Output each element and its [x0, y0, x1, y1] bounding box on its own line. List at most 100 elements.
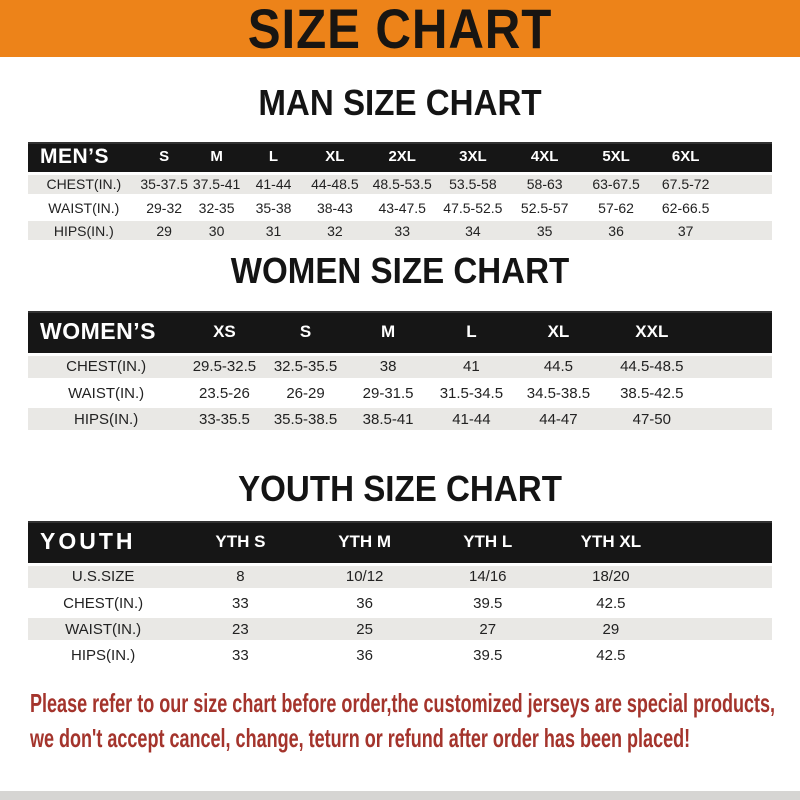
row-label: WAIST(IN.)	[28, 196, 140, 221]
table-row: CHEST(IN.) 35-37.5 37.5-41 41-44 44-48.5 48.5…	[28, 173, 772, 198]
size-value-cell: 42.5	[548, 642, 673, 670]
footer-line-1: Please refer to our size chart before or…	[30, 688, 776, 718]
row-filler	[673, 564, 772, 592]
section-title-women-text: WOMEN SIZE CHART	[230, 250, 570, 291]
section-men-size-chart: MAN SIZE CHART MEN’S S M L XL 2XL 3XL 4XL 5XL 6XL…	[0, 84, 800, 244]
section-women-size-chart: WOMEN SIZE CHART WOMEN’S XS S M L XL XXL CHEST(…	[0, 252, 800, 434]
size-value-cell: 29	[139, 219, 189, 244]
size-value-cell: 38-43	[302, 196, 368, 221]
size-value-cell: 38	[346, 354, 430, 382]
footer-line-2: we don't accept cancel, change, teturn o…	[30, 723, 691, 753]
row-label: WAIST(IN.)	[28, 616, 179, 644]
size-column-header: 3XL	[437, 142, 509, 175]
size-value-cell: 18/20	[548, 564, 673, 592]
size-column-header: M	[346, 311, 430, 356]
row-label: CHEST(IN.)	[28, 354, 185, 382]
table-header-label: YOUTH	[28, 521, 179, 566]
row-filler	[719, 196, 772, 221]
size-value-cell: 26-29	[264, 380, 347, 408]
table-row: HIPS(IN.) 29 30 31 32 33 34 35 36 37	[28, 219, 772, 244]
size-value-cell: 41-44	[244, 173, 303, 198]
size-column-header: XS	[184, 311, 265, 356]
size-value-cell: 62-66.5	[651, 196, 720, 221]
table-header-row: MEN’S S M L XL 2XL 3XL 4XL 5XL 6XL	[28, 142, 772, 175]
size-column-header: S	[264, 311, 347, 356]
size-value-cell: 35	[508, 219, 581, 244]
size-value-cell: 10/12	[302, 564, 427, 592]
row-label: HIPS(IN.)	[28, 219, 140, 244]
size-value-cell: 32.5-35.5	[264, 354, 347, 382]
section-title-men: MAN SIZE CHART	[0, 84, 800, 122]
size-column-header: YTH L	[426, 521, 549, 566]
size-column-header: XXL	[603, 311, 700, 356]
size-column-header: 5XL	[580, 142, 652, 175]
size-value-cell: 14/16	[426, 564, 549, 592]
row-filler	[673, 642, 772, 670]
size-value-cell: 67.5-72	[651, 173, 720, 198]
size-column-header: YTH S	[178, 521, 303, 566]
size-value-cell: 44-47	[513, 406, 604, 434]
size-value-cell: 36	[580, 219, 652, 244]
size-value-cell: 27	[426, 616, 549, 644]
size-value-cell: 33	[367, 219, 438, 244]
table-header-label: WOMEN’S	[28, 311, 185, 356]
men-size-table: MEN’S S M L XL 2XL 3XL 4XL 5XL 6XL CHEST(IN.) 35-37…	[28, 142, 772, 244]
size-value-cell: 58-63	[508, 173, 581, 198]
size-value-cell: 25	[302, 616, 427, 644]
size-value-cell: 35.5-38.5	[264, 406, 347, 434]
size-value-cell: 30	[188, 219, 245, 244]
header-filler	[673, 521, 772, 566]
size-value-cell: 44.5-48.5	[603, 354, 700, 382]
header-filler	[699, 311, 772, 356]
size-value-cell: 33	[178, 642, 303, 670]
size-column-header: XL	[513, 311, 604, 356]
row-label: HIPS(IN.)	[28, 642, 179, 670]
table-row: WAIST(IN.) 23 25 27 29	[28, 616, 772, 644]
row-filler	[673, 590, 772, 618]
row-filler	[699, 380, 772, 408]
size-value-cell: 41-44	[429, 406, 514, 434]
row-filler	[699, 406, 772, 434]
table-row: WAIST(IN.) 23.5-26 26-29 29-31.5 31.5-34.5 34…	[28, 380, 772, 408]
size-column-header: XL	[302, 142, 368, 175]
table-row: HIPS(IN.) 33-35.5 35.5-38.5 38.5-41 41-44 44-…	[28, 406, 772, 434]
row-label: CHEST(IN.)	[28, 173, 140, 198]
size-value-cell: 23.5-26	[184, 380, 265, 408]
size-value-cell: 48.5-53.5	[367, 173, 438, 198]
row-filler	[719, 173, 772, 198]
size-value-cell: 39.5	[426, 642, 549, 670]
size-column-header: YTH M	[302, 521, 427, 566]
row-filler	[719, 219, 772, 244]
size-value-cell: 41	[429, 354, 514, 382]
size-value-cell: 29	[548, 616, 673, 644]
size-value-cell: 38.5-42.5	[603, 380, 700, 408]
size-value-cell: 36	[302, 642, 427, 670]
row-filler	[673, 616, 772, 644]
size-value-cell: 52.5-57	[508, 196, 581, 221]
size-value-cell: 29-31.5	[346, 380, 430, 408]
size-value-cell: 33	[178, 590, 303, 618]
size-value-cell: 53.5-58	[437, 173, 509, 198]
table-row: HIPS(IN.) 33 36 39.5 42.5	[28, 642, 772, 670]
size-value-cell: 37	[651, 219, 720, 244]
section-title-youth: YOUTH SIZE CHART	[0, 470, 800, 508]
size-column-header: L	[429, 311, 514, 356]
size-value-cell: 32	[302, 219, 368, 244]
size-value-cell: 32-35	[188, 196, 245, 221]
size-column-header: L	[244, 142, 303, 175]
row-label: HIPS(IN.)	[28, 406, 185, 434]
section-title-women: WOMEN SIZE CHART	[0, 252, 800, 290]
size-value-cell: 34.5-38.5	[513, 380, 604, 408]
size-value-cell: 34	[437, 219, 509, 244]
size-value-cell: 29.5-32.5	[184, 354, 265, 382]
size-value-cell: 42.5	[548, 590, 673, 618]
size-column-header: M	[188, 142, 245, 175]
youth-size-table: YOUTH YTH S YTH M YTH L YTH XL U.S.SIZE 8 10/12…	[28, 521, 772, 670]
size-value-cell: 57-62	[580, 196, 652, 221]
row-label: WAIST(IN.)	[28, 380, 185, 408]
size-value-cell: 47.5-52.5	[437, 196, 509, 221]
size-value-cell: 38.5-41	[346, 406, 430, 434]
table-row: CHEST(IN.) 33 36 39.5 42.5	[28, 590, 772, 618]
size-value-cell: 36	[302, 590, 427, 618]
